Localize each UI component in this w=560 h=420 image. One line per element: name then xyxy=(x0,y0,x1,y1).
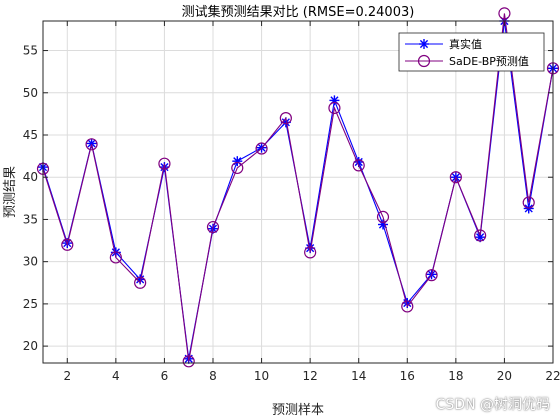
y-tick-label: 25 xyxy=(23,297,38,311)
x-tick-label: 4 xyxy=(112,369,120,383)
x-tick-label: 6 xyxy=(161,369,169,383)
x-ticks: 2 4 6 8 10 12 14 16 18 20 22 xyxy=(63,21,560,383)
y-tick-label: 40 xyxy=(23,170,38,184)
y-ticks: 20 25 30 35 40 45 50 55 xyxy=(23,44,553,353)
x-tick-label: 8 xyxy=(209,369,217,383)
data-point xyxy=(231,161,244,175)
data-point xyxy=(352,159,365,172)
y-tick-label: 35 xyxy=(23,212,38,226)
legend-asterisk-icon xyxy=(419,39,429,49)
data-point xyxy=(449,171,462,184)
x-tick-label: 2 xyxy=(63,369,71,383)
watermark: CSDN @树洞优码 xyxy=(435,397,550,413)
chart-title: 测试集预测结果对比 (RMSE=0.24003) xyxy=(182,4,415,20)
series-line-1 xyxy=(42,13,554,362)
data-point xyxy=(328,101,341,115)
legend: 真实值 SaDE-BP预测值 xyxy=(398,32,545,72)
data-point xyxy=(401,300,414,313)
plot-frame xyxy=(42,20,554,364)
y-tick-label: 50 xyxy=(23,86,38,100)
data-point xyxy=(206,220,220,234)
data-point xyxy=(279,112,292,125)
data-point xyxy=(158,157,171,170)
data-point xyxy=(474,229,487,242)
data-point xyxy=(498,7,511,20)
y-tick-label: 55 xyxy=(23,44,38,58)
data-point xyxy=(86,138,97,149)
x-tick-label: 12 xyxy=(303,369,318,383)
x-tick-label: 20 xyxy=(497,369,512,383)
x-tick-label: 16 xyxy=(400,369,415,383)
data-point xyxy=(61,238,74,251)
data-point xyxy=(85,138,98,151)
data-point xyxy=(376,210,390,224)
data-point xyxy=(255,142,268,155)
data-point xyxy=(522,196,535,209)
legend-marker-true xyxy=(419,39,429,49)
legend-label-true: 真实值 xyxy=(449,37,482,51)
plot-background xyxy=(43,21,553,363)
x-tick-label: 18 xyxy=(448,369,463,383)
x-tick-label: 10 xyxy=(254,369,269,383)
x-axis-title: 预测样本 xyxy=(272,403,324,418)
data-point xyxy=(425,269,438,282)
data-point xyxy=(109,251,122,264)
data-point xyxy=(304,246,317,259)
legend-box xyxy=(398,32,545,72)
legend-marker-pred xyxy=(417,54,431,68)
data-point xyxy=(182,355,195,368)
legend-circle-icon xyxy=(417,54,431,68)
data-point xyxy=(134,276,147,289)
x-tick-label: 14 xyxy=(351,369,366,383)
y-tick-label: 30 xyxy=(23,255,38,269)
data-point xyxy=(475,232,486,243)
legend-label-pred: SaDE-BP预测值 xyxy=(449,55,529,68)
x-tick-label: 22 xyxy=(545,369,560,383)
y-tick-label: 20 xyxy=(23,339,38,353)
y-axis-title: 预测结果 xyxy=(3,166,18,218)
y-tick-label: 45 xyxy=(23,128,38,142)
